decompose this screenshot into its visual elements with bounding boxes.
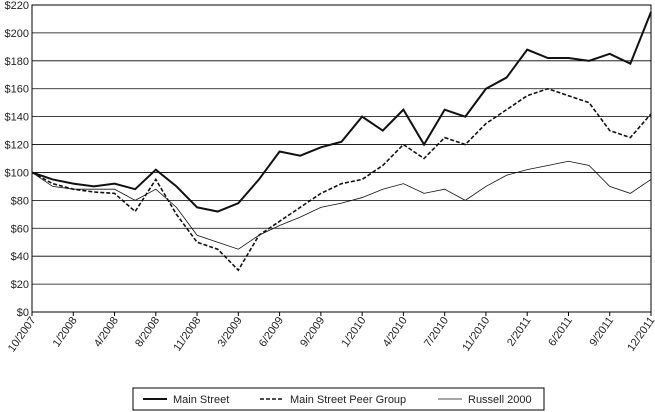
x-tick-label: 1/2010 (339, 315, 368, 349)
x-tick-label: 9/2011 (588, 315, 617, 349)
x-tick-label: 4/2010 (381, 315, 410, 349)
x-tick-label: 11/2008 (171, 315, 203, 354)
y-tick-label: $220 (5, 0, 29, 12)
x-tick-label: 6/2009 (257, 315, 286, 349)
x-tick-label: 12/2011 (625, 315, 655, 354)
y-tick-label: $40 (11, 251, 29, 263)
plot-frame (31, 4, 652, 313)
y-tick-label: $80 (11, 195, 29, 207)
x-tick-label: 2/2011 (505, 315, 534, 349)
y-tick-label: $60 (11, 223, 29, 235)
legend-label: Main Street Peer Group (290, 394, 406, 406)
y-tick-label: $200 (5, 28, 29, 40)
x-tick-label: 1/2008 (51, 315, 80, 349)
series-line (31, 160, 652, 250)
legend-box (132, 387, 545, 411)
x-tick-label: 11/2010 (460, 315, 492, 354)
x-tick-label: 7/2010 (422, 315, 451, 349)
x-tick-label: 3/2009 (216, 315, 245, 349)
y-tick-label: $20 (11, 279, 29, 291)
legend-label: Main Street (173, 394, 229, 406)
y-tick-label: $140 (5, 112, 29, 124)
series-line (31, 11, 652, 213)
series-line (31, 87, 652, 272)
x-tick-label: 4/2008 (92, 315, 121, 349)
x-tick-label: 10/2007 (6, 315, 39, 354)
y-tick-label: $160 (5, 84, 29, 96)
y-tick-label: $100 (5, 167, 29, 179)
y-tick-label: $0 (17, 307, 29, 319)
x-tick-label: 9/2009 (298, 315, 327, 349)
y-tick-label: $180 (5, 56, 29, 68)
y-tick-label: $120 (5, 140, 29, 152)
x-tick-label: 8/2008 (133, 315, 162, 349)
x-tick-label: 6/2011 (546, 315, 575, 349)
legend-label: Russell 2000 (468, 394, 532, 406)
